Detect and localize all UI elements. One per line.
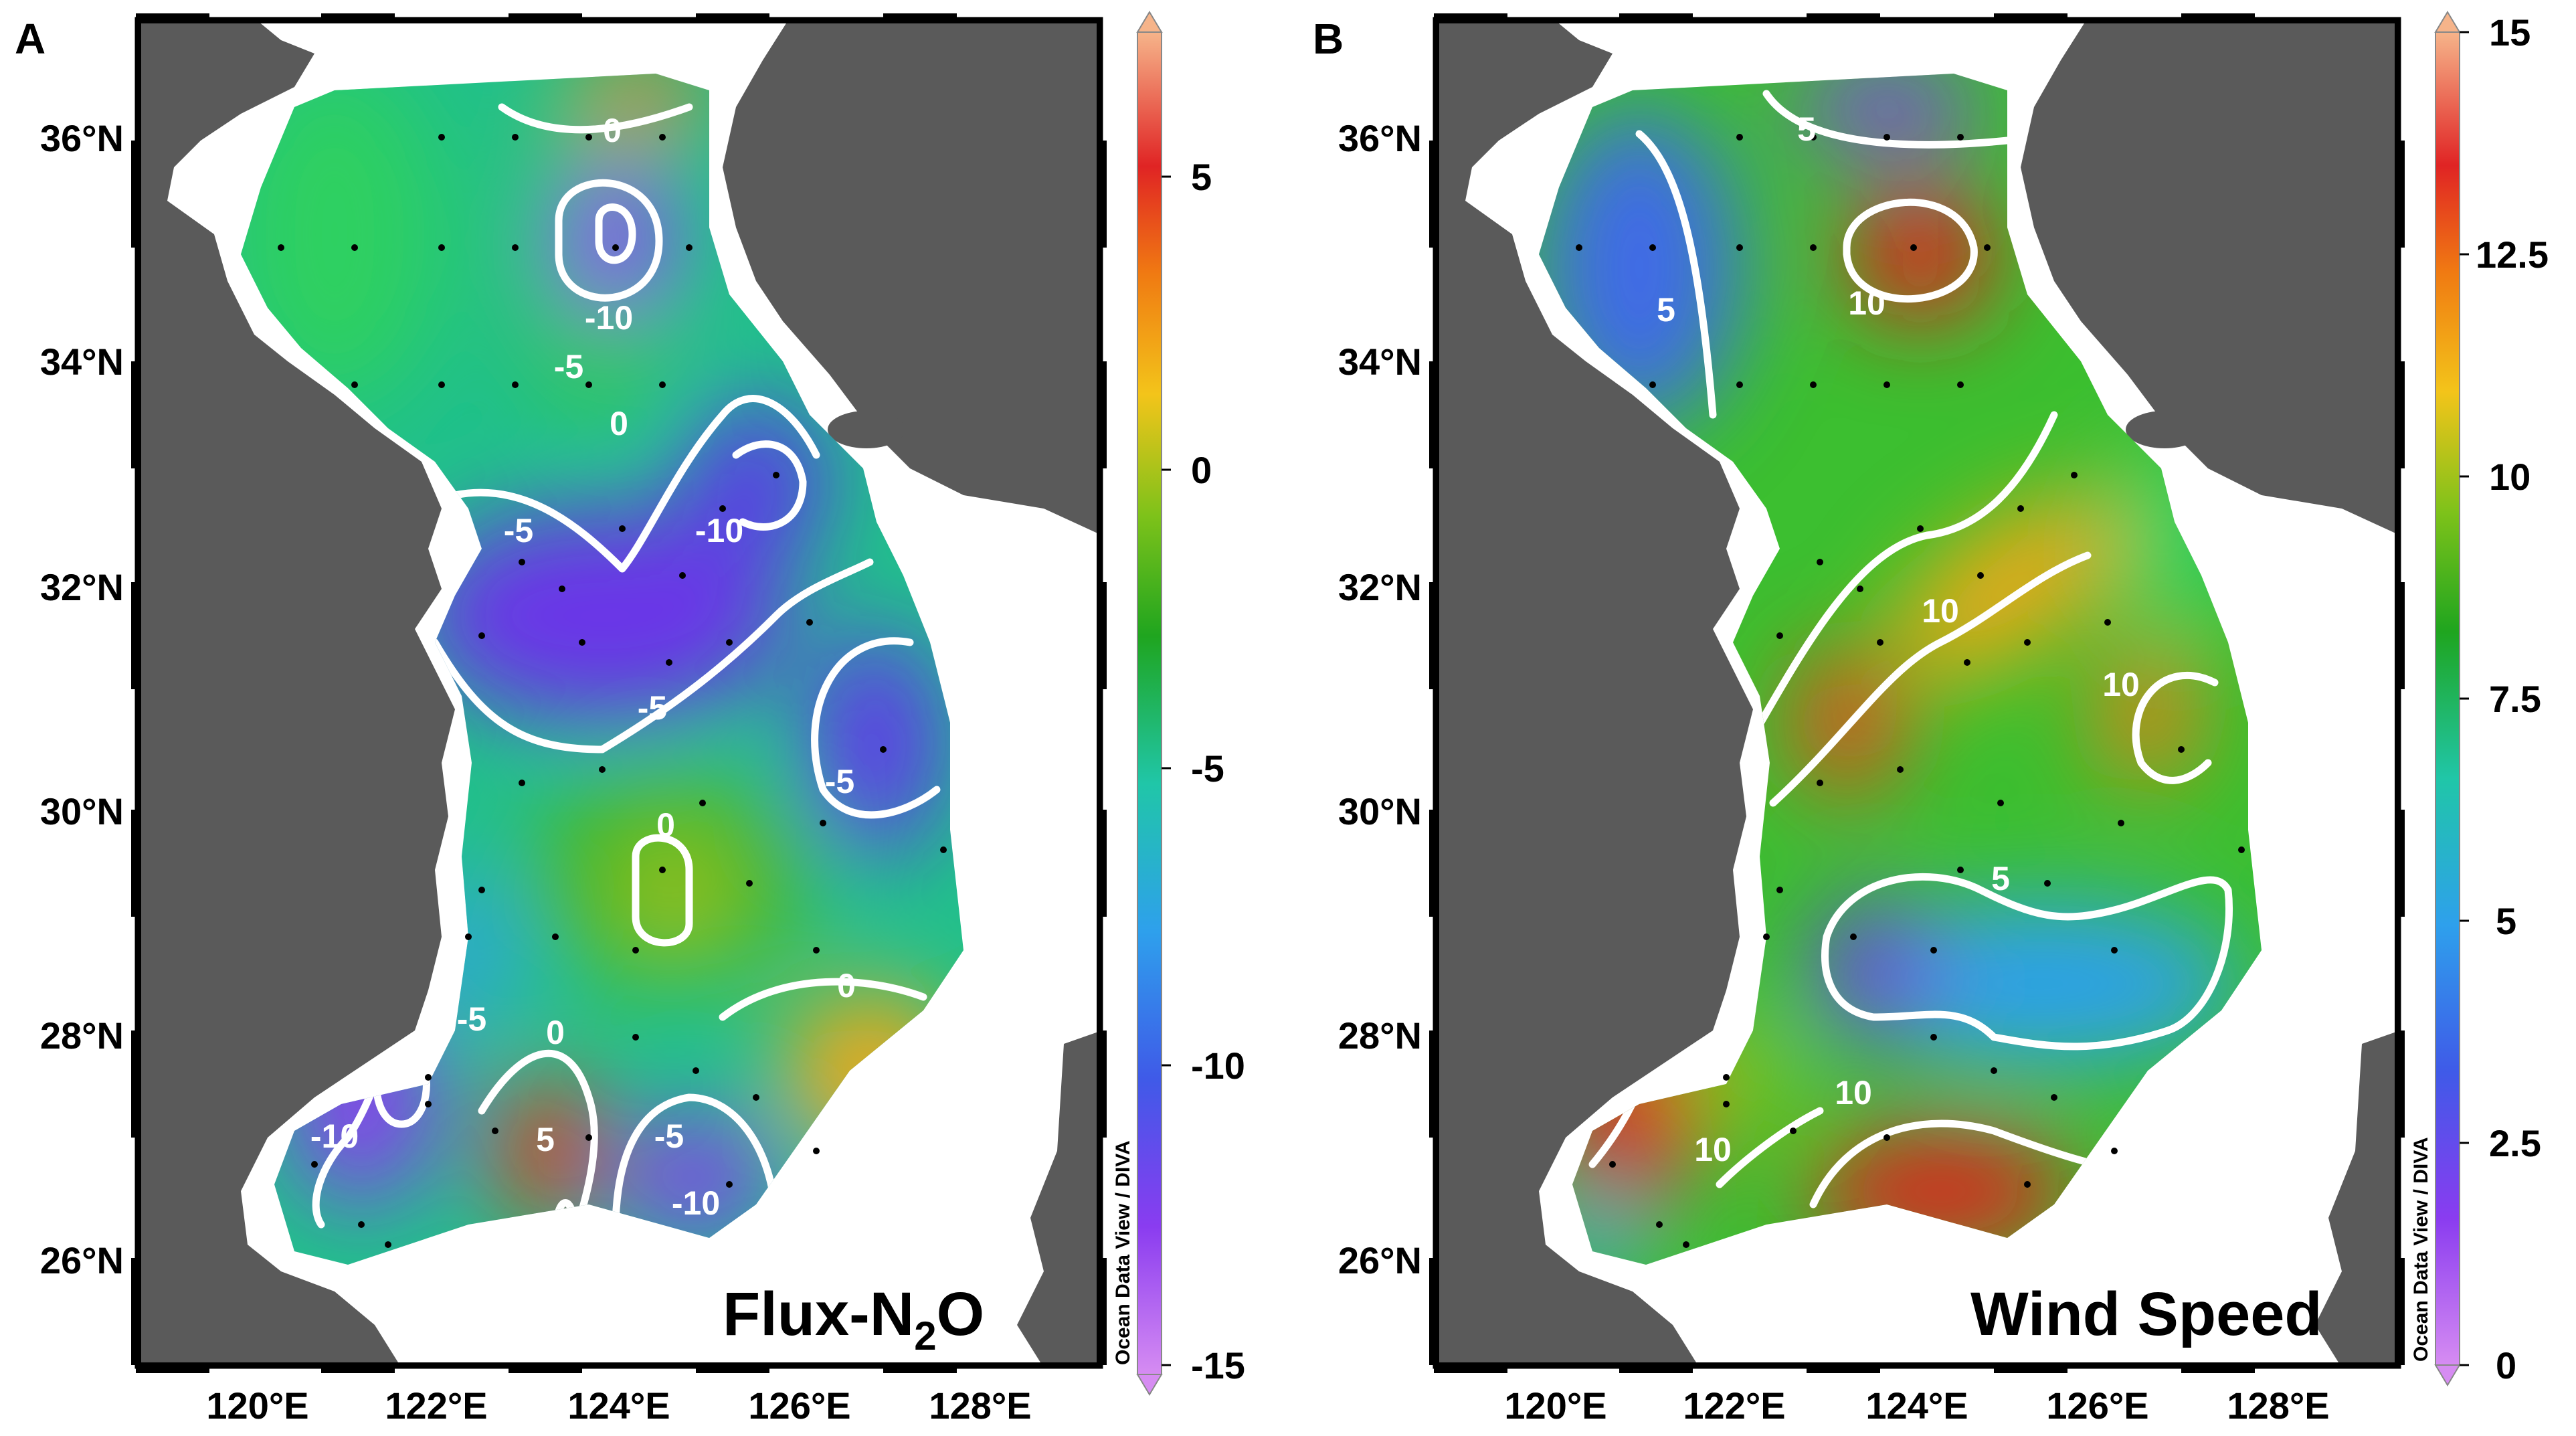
lat-label: 30°N [40, 790, 124, 832]
colorbar-tick: 12.5 [2476, 234, 2549, 276]
contour-label: -5 [504, 512, 533, 549]
flux-field-a [241, 74, 963, 1265]
contours-a [312, 103, 941, 1242]
contour-label: 10 [1922, 592, 1959, 630]
contour-label: 10 [1694, 1131, 1732, 1168]
contour-label: -10 [672, 1184, 720, 1222]
panel-letter-a: A [15, 15, 45, 63]
contours-b [1588, 90, 2233, 1208]
contour-label: -5 [638, 689, 667, 727]
lat-labels-b: 36°N 34°N 32°N 30°N 28°N 26°N [1338, 117, 1422, 1281]
contour-label: -10 [310, 1117, 359, 1155]
contour-label: -5 [457, 1000, 486, 1038]
land-mask-a [136, 18, 1102, 1368]
lon-label: 120°E [206, 1384, 308, 1427]
land-mask-b [1434, 18, 2400, 1368]
colorbar-tick: -10 [1191, 1045, 1245, 1087]
contour-labels-a: 0 -10 -5 0 -5 -10 -5 -5 0 0 -5 0 -10 5 -… [310, 112, 856, 1222]
frame-ticks-a [131, 13, 1107, 1373]
colorbar-tick: -15 [1191, 1344, 1245, 1386]
stations-b [1576, 134, 2245, 1248]
lat-labels-a: 36°N 34°N 32°N 30°N 28°N 26°N [40, 117, 124, 1281]
stations-a [278, 134, 947, 1248]
contour-label: -5 [825, 763, 854, 800]
colorbar-a: 5 0 -5 -10 -15 Ocean Data View / DIVA [1112, 11, 1245, 1396]
lat-label: 32°N [1338, 566, 1422, 608]
lon-label: 122°E [385, 1384, 487, 1427]
contour-label: 0 [656, 806, 675, 844]
lat-label: 34°N [1338, 341, 1422, 383]
contour-labels-b: 5 5 10 10 10 5 10 10 [1657, 110, 2140, 1168]
lon-label: 128°E [2227, 1384, 2329, 1427]
panel-title-b: Wind Speed [1970, 1280, 2322, 1348]
colorbar-tick: 7.5 [2489, 678, 2541, 720]
contour-label: 5 [536, 1121, 555, 1158]
lon-label: 126°E [748, 1384, 850, 1427]
contour-label: 5 [1991, 860, 2010, 897]
lon-label: 120°E [1504, 1384, 1606, 1427]
lon-labels-a: 120°E 122°E 124°E 126°E 128°E [206, 1384, 1031, 1427]
panel-flux-n2o: 0 -10 -5 0 -5 -10 -5 -5 0 0 -5 0 -10 5 -… [15, 11, 1245, 1427]
panel-title-a: Flux-N2O [723, 1280, 984, 1358]
lat-label: 26°N [1338, 1239, 1422, 1281]
lat-label: 30°N [1338, 790, 1422, 832]
lon-label: 128°E [929, 1384, 1031, 1427]
colorbar-tick: 10 [2489, 456, 2531, 498]
lat-label: 36°N [40, 117, 124, 159]
lon-label: 122°E [1683, 1384, 1785, 1427]
contour-label: 10 [2102, 666, 2140, 703]
colorbar-b: 15 12.5 10 7.5 5 2.5 0 Ocean Data View /… [2410, 11, 2549, 1386]
lat-label: 26°N [40, 1239, 124, 1281]
contour-label: -10 [585, 299, 633, 337]
colorbar-tick: 0 [1191, 449, 1212, 491]
panel-wind-speed: 5 5 10 10 10 5 10 10 B 36°N 34°N 32°N 30… [1313, 11, 2549, 1427]
colorbar-tick: 2.5 [2489, 1122, 2541, 1164]
lon-label: 124°E [567, 1384, 670, 1427]
colorbar-credit-b: Ocean Data View / DIVA [2410, 1137, 2432, 1362]
colorbar-tick: -5 [1191, 747, 1224, 790]
contour-label: -5 [654, 1117, 684, 1155]
colorbar-credit-a: Ocean Data View / DIVA [1112, 1140, 1134, 1365]
lat-label: 34°N [40, 341, 124, 383]
contour-label: 0 [546, 1014, 565, 1051]
colorbar-tick: 5 [2496, 900, 2516, 942]
contour-label: -5 [554, 348, 583, 385]
panel-letter-b: B [1313, 15, 1344, 63]
lat-label: 36°N [1338, 117, 1422, 159]
lon-labels-b: 120°E 122°E 124°E 126°E 128°E [1504, 1384, 2329, 1427]
contour-label: 10 [1835, 1074, 1872, 1111]
contour-label: -10 [695, 512, 743, 549]
lon-label: 126°E [2046, 1384, 2148, 1427]
colorbar-tick: 5 [1191, 156, 1212, 198]
contour-label: 10 [1848, 284, 1885, 322]
colorbar-tick: 15 [2489, 11, 2531, 54]
contour-label: 5 [1797, 110, 1816, 148]
lat-label: 28°N [40, 1014, 124, 1057]
contour-label: 0 [837, 967, 856, 1004]
colorbar-tick: 0 [2496, 1344, 2516, 1386]
contour-label: 0 [603, 112, 622, 149]
lat-label: 32°N [40, 566, 124, 608]
lat-label: 28°N [1338, 1014, 1422, 1057]
contour-label: 5 [1657, 291, 1675, 329]
contour-label: 0 [610, 405, 628, 442]
frame-ticks-b [1429, 13, 2405, 1373]
lon-label: 124°E [1865, 1384, 1968, 1427]
